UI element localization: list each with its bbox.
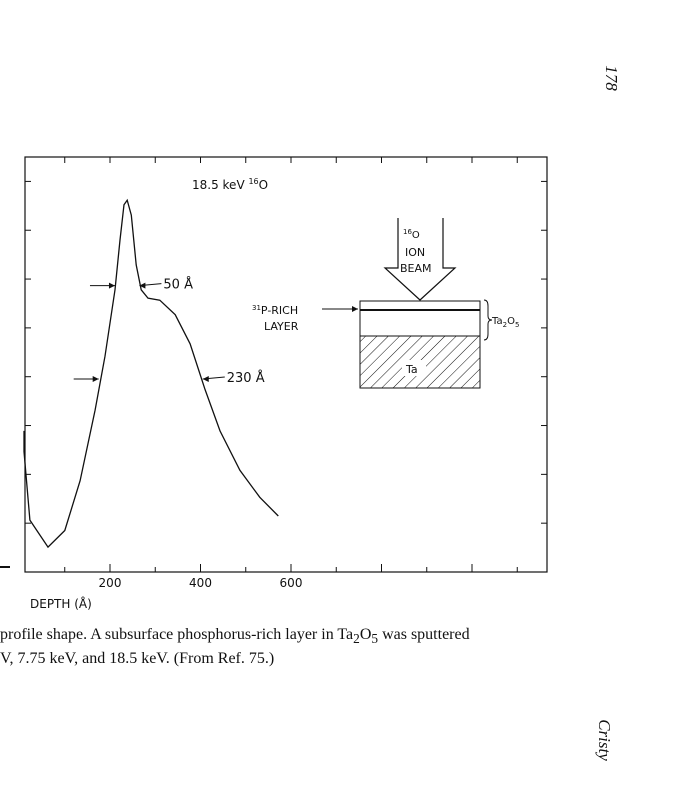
beam-label-ion: ION: [405, 246, 425, 259]
chart-title: 18.5 keV 16O: [192, 177, 268, 192]
figure-caption-line-2: V, 7.75 keV, and 18.5 keV. (From Ref. 75…: [0, 650, 275, 667]
x-tick-label: 400: [189, 576, 212, 590]
figure-caption-line-1: profile shape. A subsurface phosphorus-r…: [0, 626, 470, 647]
fwhm-label: 50 Å: [163, 277, 193, 293]
fwhm-label: 230 Å: [227, 370, 265, 386]
beam-label: 16O: [403, 228, 420, 241]
layer-label: 31P-RICH: [252, 304, 298, 317]
plot-frame: [24, 156, 548, 573]
arrowhead: [202, 376, 209, 383]
oxide-brace: [483, 299, 493, 341]
arrowhead: [92, 376, 99, 383]
ion-beam-arrow: [383, 218, 457, 301]
page-number: 178: [601, 65, 621, 91]
running-head: Cristy: [594, 719, 614, 761]
x-tick-label: 600: [280, 576, 303, 590]
series-line: [23, 198, 279, 549]
plot-border: [24, 156, 548, 573]
x-tick-labels: 200 400 600: [99, 576, 303, 590]
fwhm-annotations: 50 Å 230 Å: [73, 277, 265, 386]
x-axis-label: DEPTH (Å): [30, 596, 92, 611]
x-tick-label: 200: [99, 576, 122, 590]
arrowhead: [108, 282, 115, 289]
substrate-label: Ta: [405, 363, 418, 376]
inset-diagram: 16O ION BEAM Ta 31P-RICH LAYER Ta2O5: [252, 218, 519, 389]
axis-ticks: [25, 157, 547, 572]
oxide-label: Ta2O5: [491, 316, 519, 329]
beam-label-beam: BEAM: [400, 262, 432, 275]
arrowhead: [139, 282, 146, 289]
layer-label-2: LAYER: [264, 320, 299, 333]
